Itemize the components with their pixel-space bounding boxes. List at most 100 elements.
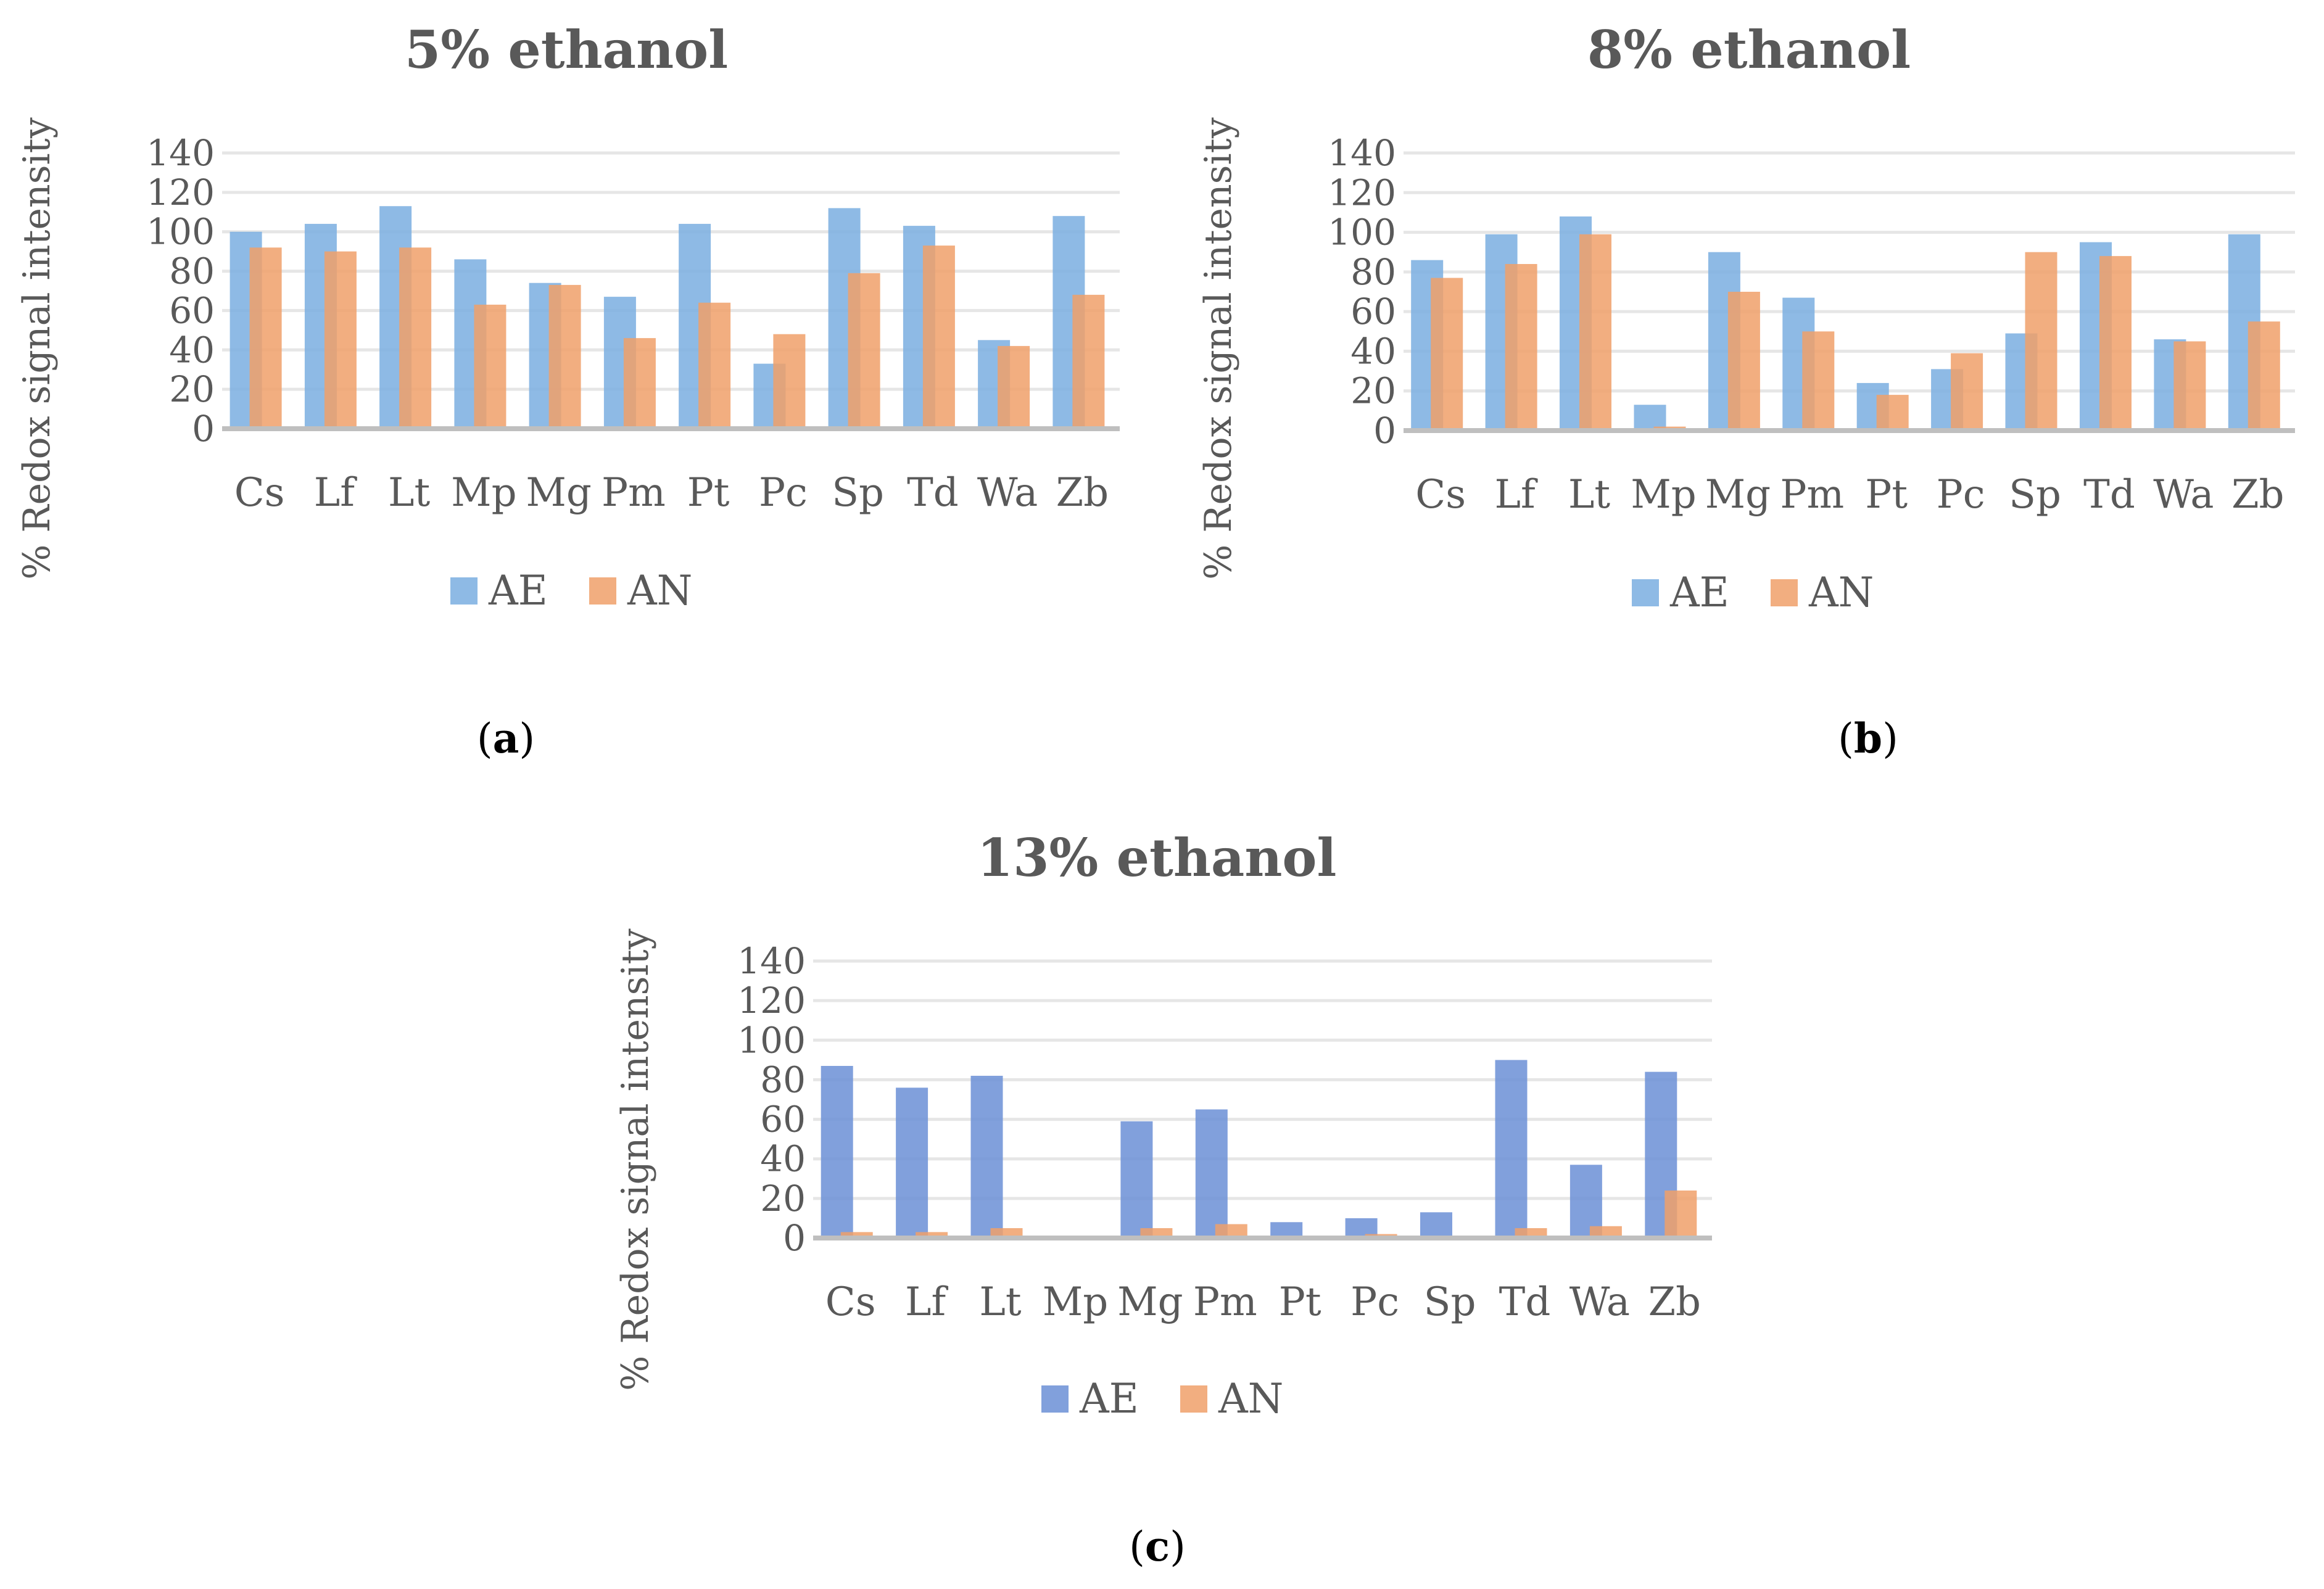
y-tick-label: 20 — [1350, 370, 1396, 412]
legend-swatch-an — [589, 577, 616, 605]
x-tick-label: Cs — [1415, 472, 1466, 518]
y-axis-label: % Redox signal intensity — [1197, 117, 1240, 579]
legend-swatch-an — [1180, 1385, 1207, 1413]
y-axis-label: % Redox signal intensity — [614, 928, 657, 1390]
x-tick-label: Td — [907, 470, 959, 516]
y-tick-label: 140 — [1328, 132, 1396, 174]
panel-label: (b) — [1838, 714, 1898, 762]
y-tick-label: 80 — [169, 250, 215, 292]
bar-ae-sp — [1420, 1212, 1452, 1238]
legend-label-ae: AE — [488, 567, 548, 614]
bar-an-mp — [474, 304, 507, 429]
y-tick-label: 80 — [1350, 251, 1396, 293]
bar-an-zb — [1664, 1191, 1697, 1238]
y-tick-label: 120 — [146, 171, 215, 213]
bar-an-pt — [698, 302, 731, 429]
x-tick-label: Zb — [1056, 470, 1109, 516]
x-tick-label: Pt — [687, 470, 730, 516]
x-tick-label: Cs — [825, 1279, 876, 1325]
bar-an-sp — [2025, 252, 2057, 431]
bar-an-wa — [1589, 1226, 1622, 1238]
bar-an-cs — [1431, 278, 1463, 431]
x-tick-label: Pm — [602, 470, 666, 516]
x-tick-label: Pc — [1350, 1279, 1399, 1325]
y-tick-label: 40 — [1350, 330, 1396, 372]
bar-ae-mg — [1120, 1121, 1153, 1238]
x-tick-label: Lt — [1568, 472, 1611, 518]
bar-an-zb — [2247, 321, 2280, 431]
bar-an-cs — [840, 1232, 873, 1238]
x-tick-label: Mp — [451, 470, 517, 516]
legend-swatch-ae — [1041, 1385, 1069, 1413]
legend-swatch-an — [1771, 579, 1798, 606]
x-tick-label: Wa — [1569, 1279, 1630, 1325]
bar-an-pm — [1802, 331, 1835, 431]
y-tick-label: 60 — [1350, 291, 1396, 332]
y-tick-label: 40 — [760, 1138, 806, 1180]
y-tick-label: 100 — [1328, 212, 1396, 254]
legend-swatch-ae — [450, 577, 478, 605]
bar-an-pt — [1876, 395, 1909, 431]
bar-an-lt — [399, 247, 432, 429]
bar-an-sp — [848, 273, 880, 429]
legend-label-ae: AE — [1669, 569, 1729, 616]
chart-title: 5% ethanol — [405, 19, 728, 80]
panel-label: (a) — [477, 714, 535, 762]
y-tick-label: 100 — [146, 211, 215, 253]
x-tick-label: Pc — [759, 470, 808, 516]
bar-an-lt — [1579, 234, 1611, 431]
x-tick-label: Wa — [977, 470, 1038, 516]
y-tick-label: 120 — [1328, 171, 1396, 213]
bar-an-cs — [249, 247, 282, 429]
bar-an-pc — [1951, 353, 1983, 431]
bar-an-wa — [2173, 341, 2206, 431]
y-tick-label: 0 — [783, 1217, 806, 1259]
x-tick-label: Lt — [388, 470, 431, 516]
legend-label-ae: AE — [1079, 1375, 1139, 1422]
x-tick-label: Pm — [1780, 472, 1844, 518]
y-tick-label: 140 — [737, 940, 806, 982]
y-tick-label: 40 — [169, 329, 215, 371]
bar-an-pm — [1215, 1224, 1247, 1238]
x-tick-label: Zb — [1648, 1279, 1701, 1325]
y-tick-label: 0 — [192, 408, 215, 450]
x-tick-label: Cs — [234, 470, 285, 516]
bar-an-td — [2099, 256, 2132, 431]
x-tick-label: Zb — [2231, 472, 2284, 518]
bar-ae-cs — [821, 1066, 853, 1238]
y-tick-label: 140 — [146, 132, 215, 174]
bar-ae-td — [1495, 1060, 1528, 1238]
x-tick-label: Sp — [832, 470, 884, 516]
x-tick-label: Pt — [1279, 1279, 1321, 1325]
y-tick-label: 20 — [760, 1178, 806, 1220]
x-tick-label: Td — [2083, 472, 2135, 518]
x-tick-label: Pm — [1193, 1279, 1257, 1325]
x-tick-label: Sp — [2009, 472, 2061, 518]
y-tick-label: 120 — [737, 980, 806, 1022]
y-tick-label: 60 — [169, 289, 215, 331]
x-tick-label: Mg — [526, 470, 592, 516]
x-tick-label: Pc — [1937, 472, 1985, 518]
y-tick-label: 80 — [760, 1059, 806, 1100]
panel-label: (c) — [1129, 1522, 1186, 1570]
bar-ae-pt — [1270, 1222, 1303, 1238]
legend-swatch-ae — [1632, 579, 1659, 606]
chart-title: 8% ethanol — [1587, 19, 1911, 80]
x-tick-label: Lf — [314, 470, 358, 516]
bar-an-td — [922, 246, 955, 429]
x-tick-label: Td — [1499, 1279, 1551, 1325]
y-tick-label: 20 — [169, 368, 215, 410]
x-tick-label: Mp — [1631, 472, 1697, 518]
bar-an-wa — [998, 345, 1030, 429]
x-tick-label: Sp — [1424, 1279, 1476, 1325]
bar-ae-wa — [1569, 1165, 1602, 1238]
y-tick-label: 0 — [1373, 410, 1396, 452]
x-tick-label: Pt — [1865, 472, 1908, 518]
y-tick-label: 60 — [760, 1099, 806, 1141]
x-tick-label: Lt — [979, 1279, 1022, 1325]
bar-ae-lt — [970, 1076, 1003, 1238]
bar-ae-pm — [1195, 1109, 1228, 1238]
